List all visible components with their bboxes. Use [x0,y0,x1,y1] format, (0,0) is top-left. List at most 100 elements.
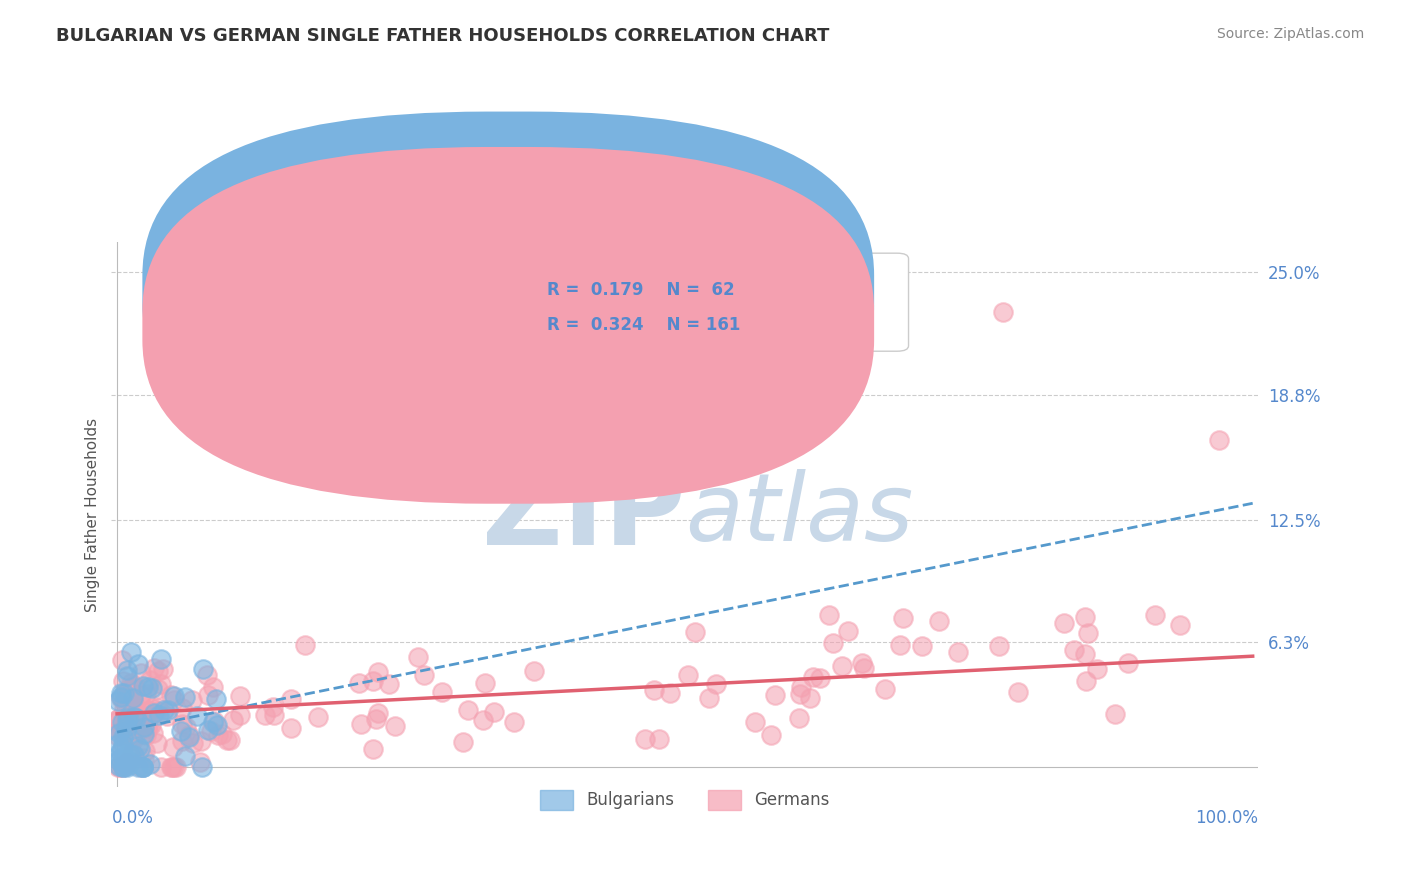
Point [523,665,546,679]
Point [1063,643,1085,657]
Point [457,703,479,717]
Point [181,736,204,750]
Point [121,679,143,693]
Point [111,723,134,738]
Point [821,636,844,650]
Point [413,668,436,682]
Point [110,690,132,704]
Point [502,714,524,729]
Point [115,756,138,770]
Point [851,657,873,671]
Point [172,717,194,731]
Point [143,706,166,720]
Point [818,608,841,623]
Point [1052,616,1074,631]
Point [107,714,129,729]
Point [162,760,184,774]
Point [928,614,950,628]
Point [262,700,284,714]
Point [122,698,145,713]
Point [831,658,853,673]
Point [1104,707,1126,722]
Point [186,709,208,723]
Point [124,680,146,694]
Point [117,663,139,677]
Point [115,669,138,683]
Point [149,652,172,666]
Point [136,721,159,735]
Point [987,639,1010,653]
Point [634,731,657,746]
Point [228,708,250,723]
Point [160,760,183,774]
Point [107,694,129,708]
Point [122,697,145,711]
Point [117,710,139,724]
Point [107,712,129,726]
Point [149,677,172,691]
Point [761,728,783,742]
Point [122,747,145,762]
Point [142,661,165,675]
Point [120,747,142,761]
Point [911,639,934,653]
Point [153,702,176,716]
Point [107,759,129,773]
Point [148,664,170,678]
Point [111,673,134,688]
Text: 0.0%: 0.0% [111,809,153,827]
Point [948,644,970,658]
Point [1007,685,1029,699]
Point [111,749,134,764]
Text: ZIP: ZIP [481,461,685,568]
Point [205,718,228,732]
Point [160,688,183,702]
Point [219,732,242,747]
Point [207,728,229,742]
Point [127,710,149,724]
Point [763,688,786,702]
Point [162,739,184,754]
Point [141,701,163,715]
Point [115,756,138,770]
Point [127,657,149,671]
Point [482,705,505,719]
Point [799,690,821,705]
Text: R =  0.179    N =  62: R = 0.179 N = 62 [547,281,735,299]
Point [363,742,385,756]
Point [125,711,148,725]
FancyBboxPatch shape [142,112,875,468]
Text: 100.0%: 100.0% [1195,809,1258,827]
Point [107,753,129,767]
Point [201,714,224,729]
Point [643,682,665,697]
Point [384,719,406,733]
Point [111,714,134,729]
Point [125,728,148,742]
Point [179,730,201,744]
Point [117,758,139,772]
Point [697,691,720,706]
Point [200,724,222,739]
Point [174,749,197,764]
Point [112,760,135,774]
Point [875,682,897,697]
Point [136,680,159,694]
Point [280,722,302,736]
Point [474,675,496,690]
Point [170,701,193,715]
Point [118,681,141,696]
Point [107,729,129,743]
Point [127,739,149,754]
Point [148,708,170,723]
Point [142,726,165,740]
Point [114,723,136,738]
Point [132,679,155,693]
Point [132,720,155,734]
Point [156,709,179,723]
Point [108,745,131,759]
Point [1074,610,1097,624]
Point [347,676,370,690]
Point [789,680,811,694]
Point [122,690,145,705]
